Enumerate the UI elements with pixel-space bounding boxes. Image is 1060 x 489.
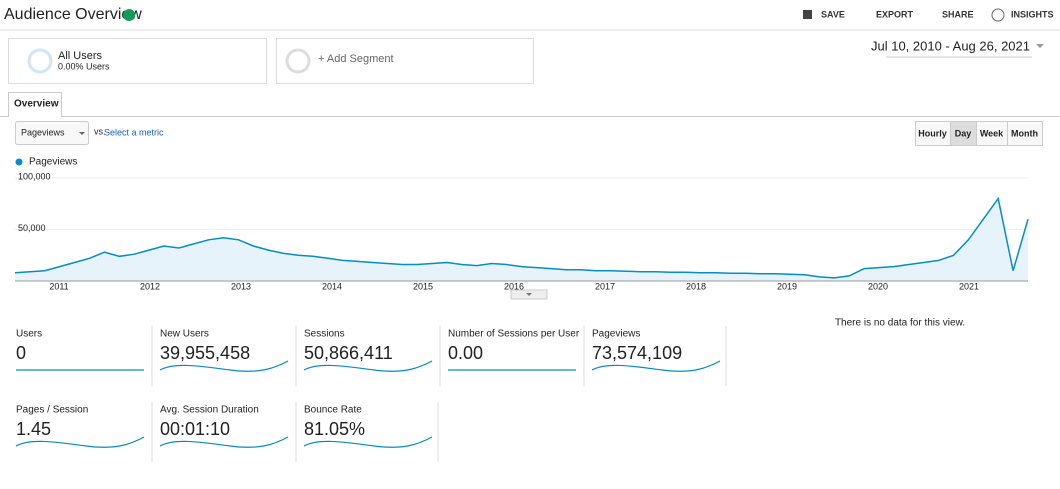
metric-label: Users	[16, 329, 42, 340]
save-button[interactable]: SAVE	[821, 9, 845, 19]
x-tick-label: 2014	[322, 281, 342, 291]
granularity-button[interactable]	[976, 121, 1008, 146]
metric-value: 81.05%	[304, 419, 365, 439]
legend-dot	[15, 158, 23, 166]
metric-sparkline	[15, 436, 145, 448]
x-tick-label: 2013	[231, 281, 251, 291]
pageviews-line	[14, 196, 1029, 279]
x-tick-label: 2017	[595, 281, 615, 291]
metric-dropdown[interactable]	[15, 121, 89, 145]
segment-sub: 0.00% Users	[58, 61, 110, 71]
x-tick-label: 2012	[140, 281, 160, 291]
dropdown-caret	[79, 132, 85, 135]
metric-label: New Users	[160, 329, 209, 340]
metric-label: Pageviews	[592, 329, 640, 340]
metric-value: 73,574,109	[592, 343, 682, 363]
metric-label: Bounce Rate	[304, 405, 362, 416]
x-tick-label: 2016	[504, 281, 524, 291]
granularity-label: Day	[955, 128, 972, 138]
date-range[interactable]: Jul 10, 2010 - Aug 26, 2021	[871, 38, 1030, 53]
verified-icon	[123, 9, 135, 21]
metric-sparkline	[303, 436, 433, 448]
toggle-caret	[526, 293, 532, 296]
granularity-label: Hourly	[918, 128, 947, 138]
add-segment-card[interactable]	[276, 38, 534, 84]
overview-tab[interactable]: Overview	[14, 99, 59, 110]
x-tick-label: 2018	[686, 281, 706, 291]
page-title: Audience Overview	[4, 6, 142, 23]
metric-label: Pages / Session	[16, 405, 88, 416]
x-tick-label: 2021	[959, 281, 979, 291]
granularity-label: Week	[980, 128, 1004, 138]
metric-label: Pageviews	[21, 127, 65, 137]
metric-sparkline	[303, 360, 433, 372]
metric-value: 39,955,458	[160, 343, 250, 363]
insights-button[interactable]: INSIGHTS	[1011, 9, 1054, 19]
date-caret	[1036, 44, 1044, 48]
segment-card[interactable]	[8, 38, 267, 84]
export-button[interactable]: EXPORT	[876, 9, 914, 19]
y-tick-label: 100,000	[18, 171, 51, 181]
insights-icon	[991, 8, 1005, 22]
no-data-message: There is no data for this view.	[835, 318, 965, 329]
legend-label: Pageviews	[29, 157, 77, 168]
x-tick-label: 2015	[413, 281, 433, 291]
share-button[interactable]: SHARE	[942, 9, 974, 19]
segment-ring	[27, 48, 53, 74]
metric-sparkline	[159, 360, 289, 372]
x-tick-label: 2019	[777, 281, 797, 291]
add-segment-ring	[285, 48, 311, 74]
granularity-button[interactable]	[1007, 121, 1043, 146]
select-metric-link[interactable]: Select a metric	[104, 127, 164, 137]
metric-sparkline	[159, 436, 289, 448]
metric-sparkline	[591, 360, 721, 372]
vs-label: vs.	[94, 126, 106, 136]
metric-label: Number of Sessions per User	[448, 329, 580, 340]
x-tick-label: 2011	[49, 281, 68, 291]
granularity-button[interactable]	[915, 121, 951, 146]
add-segment[interactable]: + Add Segment	[318, 53, 394, 65]
metric-value: 50,866,411	[304, 343, 393, 363]
granularity-label: Month	[1011, 128, 1038, 138]
y-tick-label: 50,000	[18, 223, 46, 233]
pageviews-area	[15, 198, 1028, 281]
metric-label: Avg. Session Duration	[160, 405, 259, 416]
save-icon	[803, 10, 812, 19]
metric-value: 0.00	[448, 343, 483, 363]
segment-label: All Users	[58, 50, 103, 62]
metric-value: 00:01:10	[160, 419, 230, 439]
metric-value: 1.45	[16, 419, 51, 439]
x-tick-label: 2020	[868, 281, 888, 291]
metric-value: 0	[16, 343, 26, 363]
metric-label: Sessions	[304, 329, 345, 340]
